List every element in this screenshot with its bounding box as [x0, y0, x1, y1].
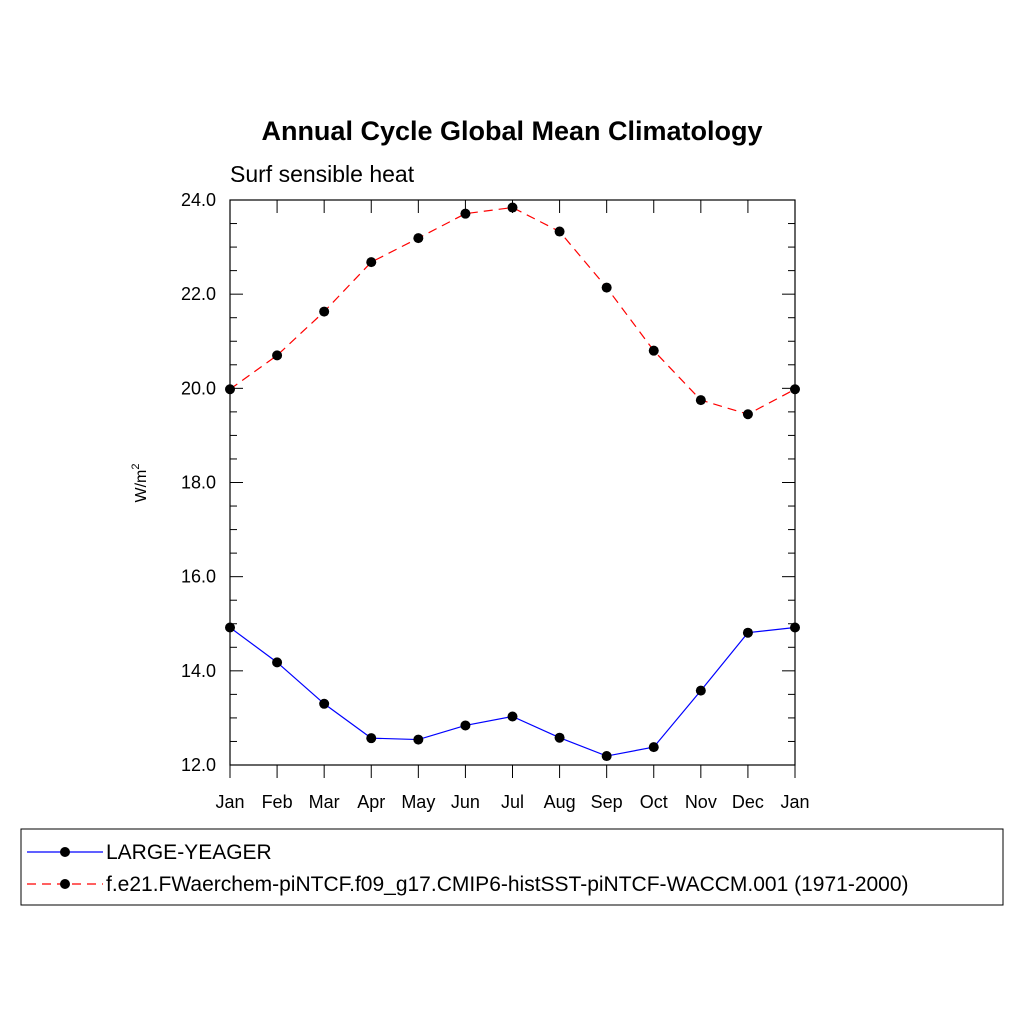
y-axis-label-superscript: 2: [130, 464, 142, 470]
data-point: [601, 751, 612, 762]
series-line: [229, 206, 796, 415]
legend: LARGE-YEAGER f.e21.FWaerchem-piNTCF.f09_g…: [20, 828, 1004, 906]
x-tick-label: Aug: [544, 792, 576, 812]
x-tick-label: Feb: [262, 792, 293, 812]
y-tick-label: 22.0: [181, 284, 216, 304]
data-point: [554, 226, 565, 237]
y-tick-label: 12.0: [181, 755, 216, 775]
y-axis-label: W/m2: [130, 464, 150, 503]
data-point: [460, 720, 471, 731]
data-point: [601, 282, 612, 293]
data-point: [319, 698, 330, 709]
data-point: [695, 685, 706, 696]
data-point: [366, 733, 377, 744]
x-tick-label: Oct: [640, 792, 668, 812]
legend-label: f.e21.FWaerchem-piNTCF.f09_g17.CMIP6-his…: [106, 873, 909, 896]
y-tick-label: 24.0: [181, 190, 216, 210]
data-point: [413, 734, 424, 745]
x-tick-label: Sep: [591, 792, 623, 812]
svg-text:W/m2: W/m2: [130, 464, 150, 503]
y-tick-label: 16.0: [181, 567, 216, 587]
x-tick-labels: Jan Feb Mar Apr May Jun Jul Aug Sep Oct Nov Dec Jan: [215, 792, 809, 812]
x-tick-label: Jan: [780, 792, 809, 812]
data-point: [272, 350, 283, 361]
x-tick-label: Jan: [215, 792, 244, 812]
data-point: [648, 345, 659, 356]
series-line: [229, 626, 796, 757]
axis-ticks: [229, 199, 796, 778]
y-axis-label-text: W/m: [133, 470, 150, 503]
data-point: [413, 233, 424, 244]
data-point: [507, 202, 518, 213]
y-tick-label: 18.0: [181, 473, 216, 493]
x-tick-label: Mar: [309, 792, 340, 812]
data-point: [742, 409, 753, 420]
plot-frame: [229, 199, 796, 766]
y-tick-labels: 12.0 14.0 16.0 18.0 20.0 22.0 24.0: [181, 190, 216, 775]
data-point: [554, 732, 565, 743]
data-point: [272, 657, 283, 668]
chart-title: Annual Cycle Global Mean Climatology: [261, 116, 762, 146]
x-tick-label: Dec: [732, 792, 764, 812]
data-point: [319, 306, 330, 317]
legend-item-0: LARGE-YEAGER: [27, 841, 272, 864]
data-point: [460, 208, 471, 219]
x-tick-label: May: [401, 792, 435, 812]
legend-item-1: f.e21.FWaerchem-piNTCF.f09_g17.CMIP6-his…: [27, 873, 909, 896]
data-point: [366, 257, 377, 268]
legend-box: [20, 828, 1004, 906]
data-point: [742, 627, 753, 638]
series-1: [225, 202, 800, 420]
x-tick-label: Jun: [451, 792, 480, 812]
data-point: [695, 395, 706, 406]
data-point: [507, 711, 518, 722]
x-tick-label: Apr: [357, 792, 385, 812]
y-tick-label: 14.0: [181, 661, 216, 681]
legend-marker: [60, 879, 70, 889]
legend-marker: [60, 847, 70, 857]
legend-label: LARGE-YEAGER: [106, 841, 272, 864]
series-layer: [225, 202, 800, 762]
chart-subtitle: Surf sensible heat: [230, 161, 415, 187]
data-point: [648, 742, 659, 753]
x-tick-label: Jul: [501, 792, 524, 812]
y-tick-label: 20.0: [181, 378, 216, 398]
x-tick-label: Nov: [685, 792, 717, 812]
series-0: [225, 622, 800, 762]
